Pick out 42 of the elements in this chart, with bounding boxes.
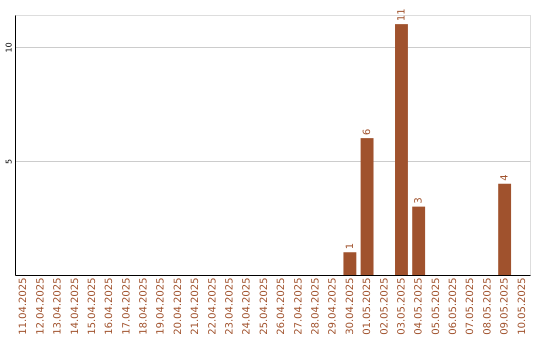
- data-label: 4: [500, 174, 511, 181]
- x-tick-label: 21.04.2025: [190, 278, 202, 335]
- x-tick-label: 30.04.2025: [344, 278, 356, 335]
- x-tick-label: 12.04.2025: [35, 278, 46, 335]
- data-label: 1: [344, 242, 356, 250]
- x-tick-label: 02.05.2025: [379, 278, 390, 335]
- x-tick-label: 28.04.2025: [310, 278, 322, 335]
- x-tick-label: 04.05.2025: [414, 278, 425, 335]
- x-tick-label: 07.05.2025: [465, 278, 476, 335]
- data-label: 6: [362, 128, 374, 136]
- x-tick-label: 13.04.2025: [52, 278, 64, 335]
- data-label: 3: [414, 197, 425, 204]
- x-tick-label: 15.04.2025: [86, 278, 98, 335]
- x-tick-label: 09.05.2025: [500, 278, 511, 335]
- x-tick-label: 23.04.2025: [224, 278, 236, 335]
- bar: [343, 252, 356, 275]
- bar: [412, 206, 426, 275]
- bar: [395, 24, 408, 275]
- x-tick-label: 06.05.2025: [448, 278, 460, 335]
- x-tick-label: 17.04.2025: [121, 278, 132, 335]
- x-tick-label: 29.04.2025: [328, 278, 339, 335]
- x-tick-label: 03.05.2025: [396, 278, 408, 335]
- bar: [360, 138, 374, 275]
- x-tick-label: 10.05.2025: [516, 278, 528, 335]
- y-tick-label: 10: [4, 42, 14, 53]
- x-tick-label: 24.04.2025: [242, 278, 253, 335]
- x-tick-label: 25.04.2025: [258, 278, 270, 335]
- x-tick-label: 26.04.2025: [276, 278, 288, 335]
- data-label: 11: [396, 8, 408, 22]
- x-tick-label: 01.05.2025: [362, 278, 374, 335]
- x-tick-label: 08.05.2025: [482, 278, 494, 335]
- x-tick-label: 19.04.2025: [156, 278, 167, 335]
- y-tick-label: 5: [4, 158, 14, 164]
- x-tick-label: 16.04.2025: [104, 278, 116, 335]
- x-tick-label: 11.04.2025: [18, 278, 30, 335]
- x-tick-label: 14.04.2025: [70, 278, 81, 335]
- bar: [498, 184, 512, 275]
- x-tick-label: 27.04.2025: [293, 278, 304, 335]
- x-tick-label: 22.04.2025: [207, 278, 218, 335]
- x-tick-label: 05.05.2025: [430, 278, 442, 335]
- x-tick-label: 18.04.2025: [138, 278, 150, 335]
- x-tick-label: 20.04.2025: [172, 278, 184, 335]
